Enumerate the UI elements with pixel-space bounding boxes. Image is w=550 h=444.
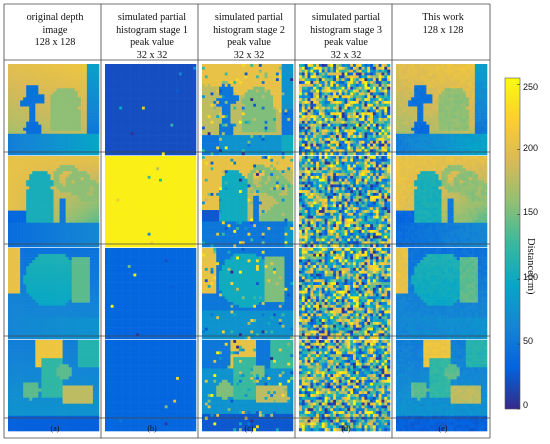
depth-tile-ball-original — [8, 248, 100, 340]
column-header-stage2: simulated partial histogram stage 2 peak v… — [213, 12, 285, 61]
depth-tile-rings-stage3 — [299, 156, 391, 248]
depth-tile-art-stage1 — [105, 64, 197, 156]
column-header-result: This work 128 x 128 — [422, 12, 464, 36]
depth-tile-rings-stage2 — [202, 156, 294, 248]
depth-tile-toys-stage3 — [299, 340, 391, 432]
colorbar-tick-50: 50 — [523, 336, 534, 346]
column-header-original: original depth image 128 x 128 — [26, 12, 84, 48]
depth-tile-toys-result — [396, 340, 488, 432]
colorbar-tick-200: 200 — [523, 143, 539, 153]
depth-tile-ball-result — [396, 248, 488, 340]
caption-b: (b) — [147, 424, 157, 433]
depth-tile-art-original — [8, 64, 100, 156]
depth-tile-toys-stage2 — [202, 340, 294, 432]
colorbar-tick-100: 100 — [523, 272, 539, 282]
caption-c: (c) — [244, 424, 254, 433]
depth-tile-ball-stage2 — [202, 248, 294, 340]
colorbar — [504, 77, 521, 410]
depth-tile-toys-original — [8, 340, 100, 432]
depth-tile-art-result — [396, 64, 488, 156]
depth-tile-toys-stage1 — [105, 340, 197, 432]
colorbar-tick-250: 250 — [523, 82, 539, 92]
caption-e: (e) — [438, 424, 448, 433]
column-header-stage3: simulated partial histogram stage 3 peak v… — [310, 12, 382, 61]
colorbar-tick-0: 0 — [523, 400, 529, 410]
depth-tile-rings-result — [396, 156, 488, 248]
caption-a: (a) — [50, 424, 60, 433]
depth-tile-art-stage2 — [202, 64, 294, 156]
depth-tile-art-stage3 — [299, 64, 391, 156]
caption-d: (d) — [341, 424, 351, 433]
depth-tile-ball-stage1 — [105, 248, 197, 340]
depth-tile-rings-stage1 — [105, 156, 197, 248]
colorbar-tick-150: 150 — [523, 207, 539, 217]
colorbar-label: Distance(cm) — [525, 238, 536, 295]
column-header-stage1: simulated partial histogram stage 1 peak v… — [116, 12, 188, 61]
depth-tile-ball-stage3 — [299, 248, 391, 340]
depth-tile-rings-original — [8, 156, 100, 248]
